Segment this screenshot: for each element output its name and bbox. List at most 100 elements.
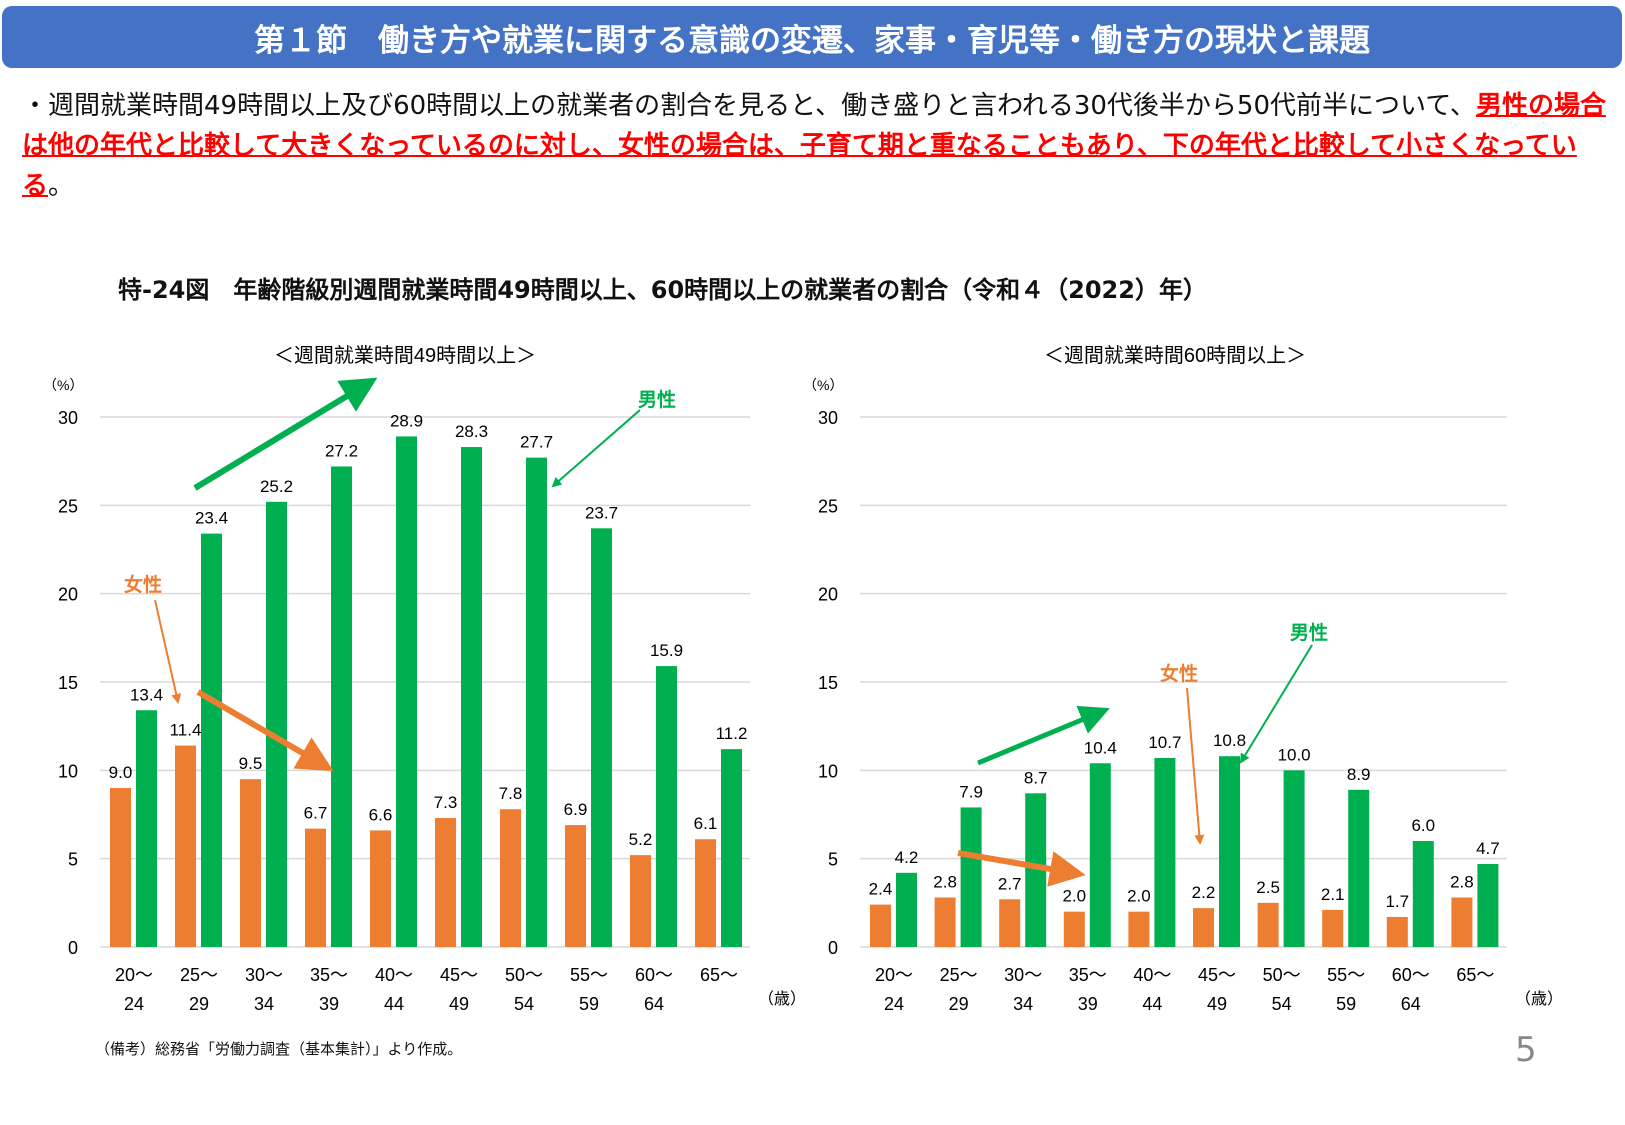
y-tick-label: 0: [828, 938, 838, 958]
summary-emphasis: 男性の場合は他の年代と比較して大きくなっているのに対し、女性の場合は、子育て期と…: [22, 91, 1606, 201]
y-tick-label: 0: [68, 938, 78, 958]
data-label: 11.2: [716, 724, 748, 743]
data-label: 2.1: [1321, 885, 1345, 904]
female-bar: [435, 818, 456, 947]
x-tick-label: 59: [579, 994, 599, 1014]
data-label: 2.7: [998, 874, 1022, 893]
y-axis-unit: （%）: [43, 377, 83, 393]
data-label: 25.2: [260, 477, 293, 496]
female-annotation-label: 女性: [1160, 662, 1198, 685]
x-tick-label: 64: [1401, 994, 1421, 1014]
data-label: 2.0: [1127, 887, 1151, 906]
x-tick-label: 34: [254, 994, 274, 1014]
chart-49-hours: ＜週間就業時間49時間以上＞ （%） （歳） 0 5 10 15 20 25 30 20～ 24 25～…: [43, 344, 806, 1014]
female-bar: [110, 788, 131, 947]
summary-plain: 週間就業時間49時間以上及び60時間以上の就業者の割合を見ると、働き盛りと言われ…: [48, 91, 1476, 121]
data-label: 9.0: [109, 763, 133, 782]
page-number: 5: [1515, 1030, 1537, 1070]
male-trend-arrow: [193, 377, 378, 491]
male-bar: [591, 528, 612, 947]
female-bar: [870, 904, 891, 947]
female-bar: [370, 830, 391, 947]
female-bar: [695, 839, 716, 947]
data-label: 8.9: [1347, 765, 1371, 784]
x-tick-label: 50～: [505, 965, 543, 985]
female-bar: [1451, 897, 1473, 947]
summary-text: ・週間就業時間49時間以上及び60時間以上の就業者の割合を見ると、働き盛りと言わ…: [22, 86, 1612, 206]
male-bar: [331, 466, 352, 947]
data-label: 6.1: [694, 814, 718, 833]
x-tick-label: 45～: [1198, 965, 1236, 985]
male-bar: [960, 807, 982, 947]
data-label: 7.9: [959, 782, 983, 801]
data-label: 10.0: [1278, 745, 1311, 764]
male-pointer-arrow: [1239, 644, 1313, 764]
x-tick-label: 29: [949, 994, 969, 1014]
data-label: 2.4: [869, 880, 893, 899]
y-tick-label: 20: [58, 585, 78, 605]
x-tick-label: 35～: [1069, 965, 1107, 985]
x-tick-label: 30～: [245, 965, 283, 985]
data-label: 6.7: [304, 804, 328, 823]
female-bar: [999, 899, 1021, 947]
x-tick-label: 54: [1272, 994, 1292, 1014]
y-tick-label: 5: [828, 850, 838, 870]
data-label: 10.7: [1148, 733, 1181, 752]
data-label: 1.7: [1385, 892, 1409, 911]
female-trend-arrow: [196, 689, 334, 772]
data-label: 13.4: [130, 685, 163, 704]
data-label: 2.5: [1256, 878, 1280, 897]
data-label: 2.8: [933, 873, 957, 892]
male-bar: [1477, 863, 1499, 947]
x-tick-label: 20～: [875, 965, 913, 985]
x-tick-label: 25～: [940, 965, 978, 985]
bullet: ・: [22, 91, 49, 121]
female-bar: [1322, 909, 1344, 947]
female-bar: [305, 828, 326, 947]
source-note: （備考）総務省「労働力調査（基本集計）」より作成。: [95, 1040, 463, 1058]
male-trend-arrow: [977, 705, 1110, 766]
y-tick-label: 10: [58, 761, 78, 781]
data-label: 5.2: [629, 830, 653, 849]
female-bar: [1193, 908, 1214, 947]
female-bar: [934, 897, 956, 947]
x-tick-label: 34: [1013, 994, 1033, 1014]
chart-title: ＜週間就業時間60時間以上＞: [1044, 344, 1306, 367]
data-label: 9.5: [239, 754, 263, 773]
y-tick-label: 25: [818, 496, 838, 516]
female-bar: [500, 809, 521, 947]
x-tick-label: 40～: [1133, 965, 1171, 985]
chart-60-hours: ＜週間就業時間60時間以上＞ （%） （歳） 0 5 10 15 20 25 30 20～ 24 25～…: [803, 344, 1563, 1014]
chart-title: ＜週間就業時間49時間以上＞: [274, 344, 536, 367]
section-header: 第１節 働き方や就業に関する意識の変遷、家事・育児等・働き方の現状と課題: [2, 6, 1622, 68]
male-pointer-arrow: [551, 409, 641, 488]
data-label: 11.4: [170, 721, 202, 740]
section-title: 第１節 働き方や就業に関する意識の変遷、家事・育児等・働き方の現状と課題: [254, 22, 1370, 59]
male-bar: [1283, 770, 1305, 947]
male-bar: [1219, 756, 1240, 947]
x-tick-label: 39: [319, 994, 339, 1014]
y-tick-label: 30: [818, 408, 838, 428]
x-tick-label: 20～: [115, 965, 153, 985]
data-label: 7.8: [499, 784, 523, 803]
x-tick-label: 65～: [700, 965, 738, 985]
x-tick-label: 40～: [375, 965, 413, 985]
x-tick-label: 60～: [1392, 965, 1430, 985]
x-tick-label: 39: [1078, 994, 1098, 1014]
male-annotation-label: 男性: [638, 388, 676, 411]
x-tick-label: 64: [644, 994, 664, 1014]
data-label: 2.2: [1192, 883, 1216, 902]
x-tick-label: 45～: [440, 965, 478, 985]
data-label: 4.7: [1476, 839, 1500, 858]
x-axis-unit: （歳）: [758, 990, 806, 1008]
data-label: 15.9: [650, 641, 683, 660]
data-label: 2.8: [1450, 873, 1474, 892]
x-tick-label: 59: [1336, 994, 1356, 1014]
male-bar: [721, 749, 742, 947]
male-bar: [1348, 789, 1370, 947]
male-bar: [1089, 763, 1111, 947]
x-tick-label: 55～: [570, 965, 608, 985]
data-label: 23.4: [195, 509, 228, 528]
y-axis-unit: （%）: [803, 377, 843, 393]
